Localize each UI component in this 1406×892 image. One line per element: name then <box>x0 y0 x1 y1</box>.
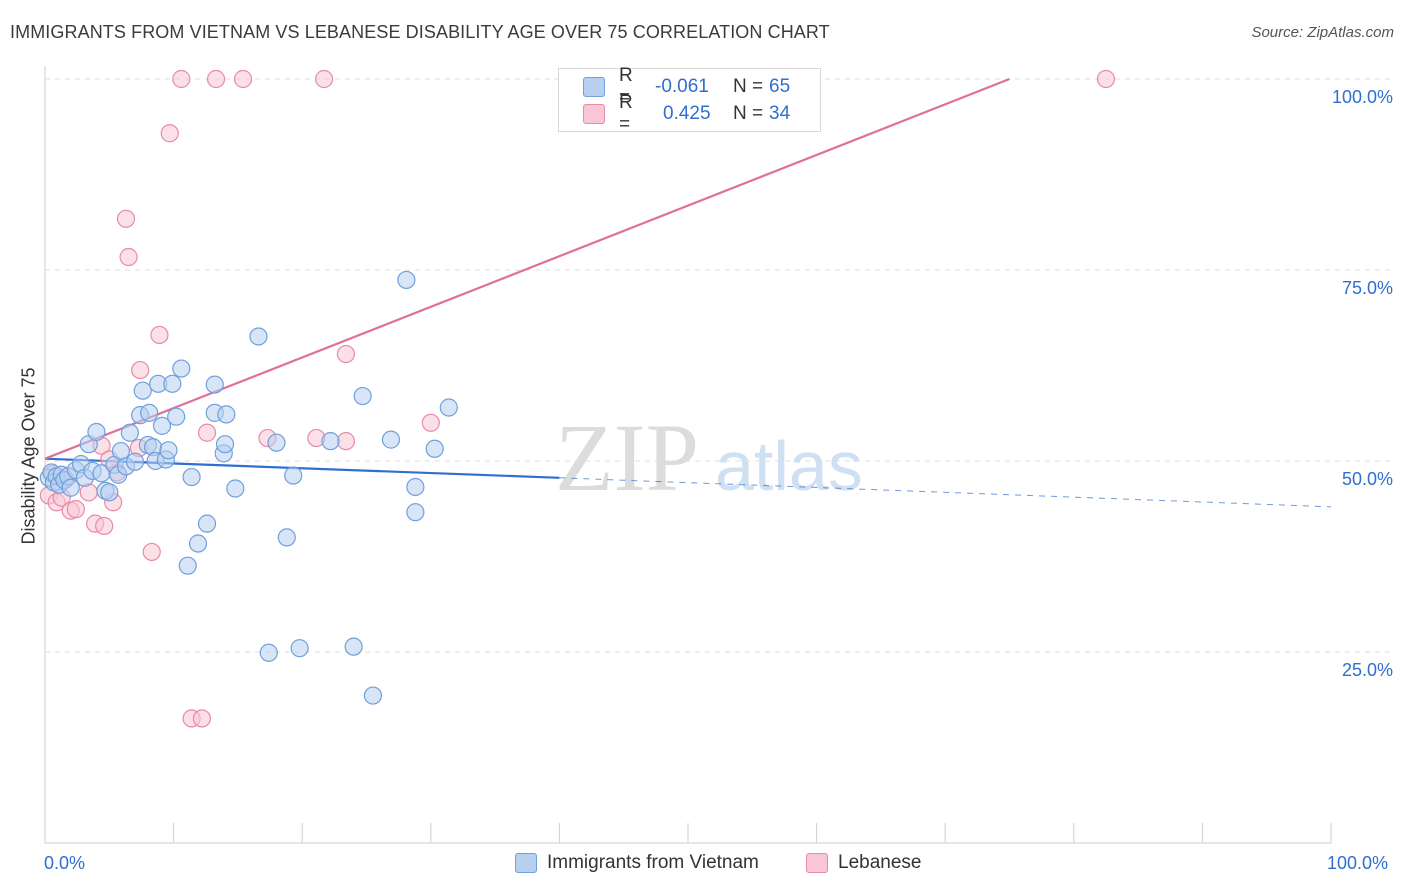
data-point-lebanese <box>421 413 440 432</box>
data-point-vietnam <box>182 467 201 487</box>
chart-title: IMMIGRANTS FROM VIETNAM VS LEBANESE DISA… <box>10 22 830 42</box>
data-point-lebanese <box>197 423 217 442</box>
data-point-vietnam <box>439 398 458 417</box>
swatch-lebanese <box>583 104 605 124</box>
data-point-lebanese <box>142 542 161 562</box>
y-tick-label-25: 25.0% <box>1341 660 1393 680</box>
stats-row-vietnam: R = -0.061 N = 65 <box>583 65 791 108</box>
data-point-lebanese <box>119 247 138 267</box>
legend-item-vietnam[interactable]: Immigrants from Vietnam <box>515 852 759 874</box>
data-point-lebanese <box>172 69 191 89</box>
data-point-lebanese <box>131 360 150 380</box>
data-point-vietnam <box>226 479 245 498</box>
data-point-vietnam <box>406 477 425 497</box>
data-point-vietnam <box>120 423 139 442</box>
data-point-vietnam <box>152 416 172 435</box>
trend-line-lebanese <box>44 77 1010 460</box>
data-point-lebanese <box>95 516 114 536</box>
y-tick-label-50: 50.0% <box>1341 469 1393 489</box>
series-legend: Immigrants from Vietnam Lebanese <box>0 852 1406 878</box>
data-point-lebanese <box>336 432 356 451</box>
x-tick-label-max: 100.0% <box>1327 853 1389 873</box>
watermark-atlas: atlas <box>715 427 863 505</box>
series-lebanese-points <box>39 69 1116 728</box>
data-point-vietnam <box>61 478 80 497</box>
r-label: R = <box>619 92 633 135</box>
data-point-vietnam <box>163 374 182 393</box>
legend-swatch-lebanese <box>806 853 828 873</box>
data-point-vietnam <box>277 528 296 547</box>
n-value: 34 <box>769 103 791 124</box>
data-point-vietnam <box>290 639 309 658</box>
trend-line-vietnam-extension <box>559 477 1332 508</box>
n-value: 65 <box>769 76 791 97</box>
chart-source: Source: ZipAtlas.com <box>1251 24 1394 41</box>
watermark-zip: ZIP <box>555 404 699 511</box>
data-point-lebanese <box>160 124 179 143</box>
n-label: N = <box>733 76 764 97</box>
legend-item-lebanese[interactable]: Lebanese <box>806 852 921 874</box>
data-point-vietnam <box>87 422 106 442</box>
series-vietnam-points <box>39 270 458 705</box>
y-tick-label-75: 75.0% <box>1341 278 1393 298</box>
data-point-vietnam <box>188 534 208 553</box>
data-point-vietnam <box>406 503 425 522</box>
data-point-vietnam <box>217 405 236 424</box>
data-point-vietnam <box>140 403 159 422</box>
r-value: -0.061 <box>655 76 709 97</box>
data-point-vietnam <box>167 407 186 426</box>
y-axis-title: Disability Age Over 75 <box>18 367 39 545</box>
data-point-vietnam <box>397 270 416 290</box>
data-point-vietnam <box>178 556 197 575</box>
r-label: R = <box>619 65 633 108</box>
n-label: N = <box>733 103 764 124</box>
data-point-vietnam <box>100 483 119 502</box>
y-tick-label-100: 100.0% <box>1331 87 1393 107</box>
r-value: 0.425 <box>663 103 711 124</box>
data-point-vietnam <box>172 359 191 378</box>
data-point-lebanese <box>116 209 136 228</box>
data-point-vietnam <box>425 439 444 458</box>
data-point-lebanese <box>314 69 334 89</box>
x-tick-label-min: 0.0% <box>44 853 86 873</box>
data-point-lebanese <box>192 709 211 728</box>
data-point-vietnam <box>353 386 372 406</box>
data-point-vietnam <box>133 381 152 400</box>
data-point-vietnam <box>267 433 286 452</box>
swatch-vietnam <box>583 77 605 97</box>
gridlines <box>45 78 1394 653</box>
data-point-vietnam <box>205 375 224 394</box>
data-point-lebanese <box>1096 69 1116 89</box>
data-point-vietnam <box>197 514 217 533</box>
data-point-vietnam <box>259 643 278 662</box>
data-point-lebanese <box>336 344 356 364</box>
data-point-vietnam <box>125 452 145 471</box>
data-point-vietnam <box>321 432 340 451</box>
legend-label-lebanese: Lebanese <box>838 852 922 873</box>
legend-swatch-vietnam <box>515 853 537 873</box>
data-point-lebanese <box>206 69 226 89</box>
data-point-lebanese <box>66 500 85 519</box>
data-point-vietnam <box>215 435 235 454</box>
axes <box>44 66 1332 844</box>
data-point-vietnam <box>159 441 178 460</box>
data-point-lebanese <box>233 69 253 89</box>
data-point-lebanese <box>150 325 169 345</box>
data-point-vietnam <box>111 441 130 461</box>
data-point-vietnam <box>284 466 303 485</box>
data-point-vietnam <box>344 637 363 656</box>
data-point-vietnam <box>249 327 268 346</box>
watermark: ZIP atlas <box>555 404 863 511</box>
stats-row-lebanese: R = 0.425 N = 34 <box>583 92 791 135</box>
legend-label-vietnam: Immigrants from Vietnam <box>547 852 759 873</box>
data-point-vietnam <box>363 686 383 705</box>
data-point-vietnam <box>381 430 401 449</box>
stats-legend: R = -0.061 N = 65 R = 0.425 N = 34 <box>558 65 821 135</box>
